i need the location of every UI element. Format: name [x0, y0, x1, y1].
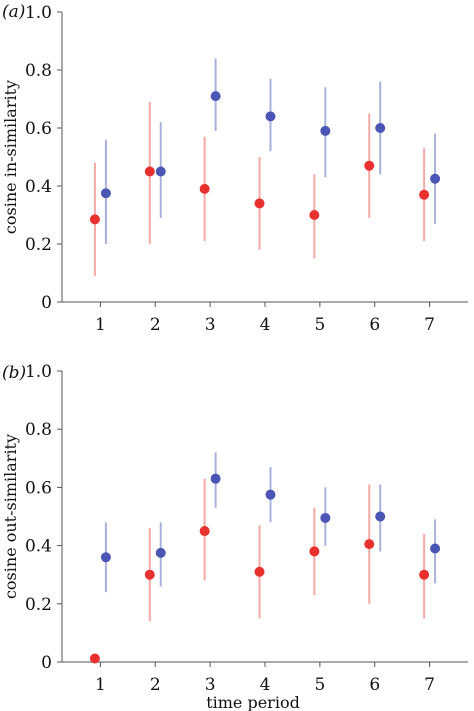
- data-point: [375, 511, 386, 522]
- y-tick-label: 0.2: [25, 235, 52, 255]
- x-tick-label: 7: [424, 315, 435, 335]
- data-point: [89, 653, 100, 664]
- x-tick-label: 6: [369, 315, 380, 335]
- data-point: [364, 160, 375, 171]
- data-point: [430, 543, 441, 554]
- y-tick-label: 0.6: [25, 478, 52, 498]
- data-point: [265, 489, 276, 500]
- y-tick-label: 0: [41, 653, 52, 673]
- y-axis-title: cosine in-similarity: [1, 80, 20, 234]
- y-tick-label: 0.8: [25, 420, 52, 440]
- y-axis-title: cosine out-similarity: [1, 434, 20, 599]
- x-tick-label: 3: [205, 315, 216, 335]
- x-tick-label: 5: [314, 675, 325, 695]
- y-tick-label: 1.0: [25, 362, 52, 382]
- data-point: [144, 569, 155, 580]
- x-tick-label: 2: [150, 315, 161, 335]
- x-axis-title: time period: [206, 693, 300, 711]
- data-point: [320, 512, 331, 523]
- x-tick-label: 1: [95, 315, 106, 335]
- y-tick-label: 0.2: [25, 595, 52, 615]
- data-point: [100, 552, 111, 563]
- x-tick-label: 6: [369, 675, 380, 695]
- data-point: [309, 210, 320, 220]
- data-point: [155, 547, 166, 558]
- x-tick-label: 4: [260, 315, 271, 335]
- panel-b: 0 0.2 0.4 0.6 0.8 1.0 1 2 3 4 5 6 7 (b) cosine out-sim…: [1, 362, 468, 711]
- data-point: [199, 526, 210, 537]
- y-tick-label: 0.4: [25, 177, 52, 197]
- data-point: [144, 166, 155, 177]
- data-point: [210, 91, 221, 102]
- data-point: [364, 539, 375, 550]
- panel-a: 0 0.2 0.4 0.6 0.8 1.0 1 2 3 4 5 6 7 (a) cosine in-simi…: [1, 2, 468, 335]
- data-point: [199, 183, 210, 194]
- x-tick-label: 5: [314, 315, 325, 335]
- data-point: [210, 473, 221, 484]
- data-point: [254, 566, 265, 577]
- data-point: [265, 111, 276, 122]
- data-point: [419, 569, 430, 580]
- y-tick-label: 0: [41, 293, 52, 313]
- data-point: [89, 214, 100, 225]
- data-point: [320, 125, 331, 136]
- data-point: [430, 173, 441, 184]
- data-point: [155, 166, 166, 177]
- y-tick-label: 0.4: [25, 537, 52, 557]
- panel-label: (b): [2, 363, 26, 383]
- data-point: [254, 198, 265, 209]
- data-point: [100, 188, 111, 199]
- x-tick-label: 3: [205, 675, 216, 695]
- data-point: [309, 546, 320, 557]
- y-tick-label: 1.0: [25, 3, 52, 23]
- x-tick-label: 4: [260, 675, 271, 695]
- y-tick-label: 0.8: [25, 61, 52, 81]
- x-tick-label: 7: [424, 675, 435, 695]
- x-tick-label: 1: [95, 675, 106, 695]
- x-tick-label: 2: [150, 675, 161, 695]
- data-point: [419, 189, 430, 200]
- y-tick-label: 0.6: [25, 119, 52, 139]
- data-point: [375, 123, 386, 133]
- panel-label: (a): [2, 2, 25, 22]
